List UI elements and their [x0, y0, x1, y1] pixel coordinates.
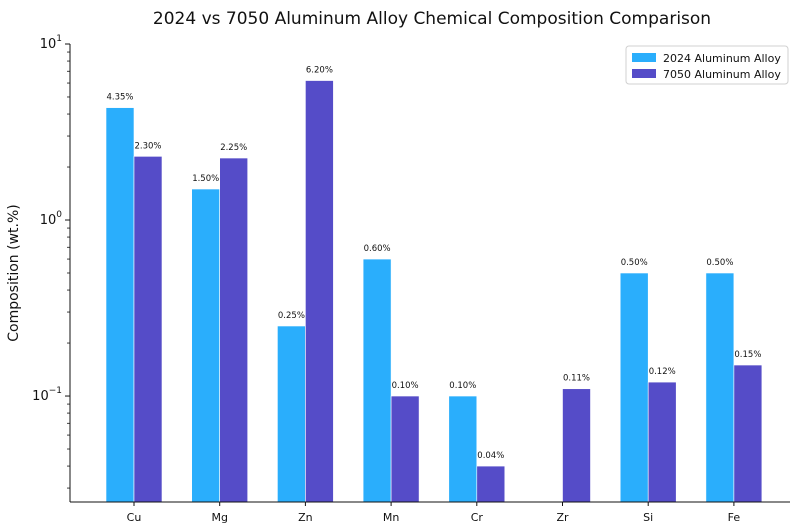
bar-7050-zr — [562, 388, 591, 503]
legend-label-2024: 2024 Aluminum Alloy — [663, 52, 781, 65]
bar-7050-zn — [305, 80, 334, 503]
bar-7050-fe — [733, 364, 763, 503]
data-label-7050-cr: 0.04% — [477, 451, 504, 461]
y-tick-label: 101 — [40, 34, 62, 52]
legend: 2024 Aluminum Alloy 7050 Aluminum Alloy — [625, 45, 789, 85]
x-tick-label-fe: Fe — [728, 511, 741, 524]
y-tick-label: 10−1 — [32, 386, 62, 404]
x-tick-label-cr: Cr — [471, 511, 484, 524]
y-tick-label: 100 — [40, 210, 63, 228]
data-label-2024-zn: 0.25% — [278, 311, 305, 321]
chart-title: 2024 vs 7050 Aluminum Alloy Chemical Com… — [153, 9, 711, 29]
bar-2024-zn — [277, 325, 306, 503]
x-tick-label-mg: Mg — [211, 511, 227, 524]
x-tick-label-si: Si — [643, 511, 653, 524]
y-axis-label: Composition (wt.%) — [6, 204, 22, 342]
bar-7050-mg — [219, 157, 248, 503]
bar-2024-mn — [362, 258, 392, 503]
legend-swatch-2024 — [632, 53, 656, 62]
bar-2024-fe — [705, 272, 735, 503]
data-labels-layer: 4.35% 2.30% 1.50% 2.25% 0.25% 6.20% 0.60% 0.10%… — [106, 66, 761, 462]
data-label-7050-mg: 2.25% — [220, 143, 247, 153]
bar-2024-cr — [448, 395, 478, 503]
data-label-7050-fe: 0.15% — [734, 350, 761, 360]
data-label-2024-mn: 0.60% — [364, 244, 391, 254]
bar-2024-mg — [191, 188, 220, 503]
data-label-2024-cr: 0.10% — [449, 381, 476, 391]
bar-2024-cu — [105, 107, 135, 503]
x-tick-label-zn: Zn — [298, 511, 313, 524]
bar-7050-cr — [476, 465, 506, 503]
legend-box — [625, 45, 789, 85]
data-label-2024-cu: 4.35% — [106, 93, 133, 103]
data-label-2024-fe: 0.50% — [706, 258, 733, 268]
data-label-7050-zr: 0.11% — [563, 374, 590, 384]
x-tick-label-zr: Zr — [556, 511, 569, 524]
bars-layer — [105, 80, 763, 503]
data-label-7050-cu: 2.30% — [134, 141, 161, 151]
bar-7050-cu — [133, 156, 163, 503]
legend-swatch-7050 — [632, 69, 656, 78]
data-label-2024-si: 0.50% — [621, 258, 648, 268]
bar-7050-mn — [390, 395, 420, 503]
x-tick-label-cu: Cu — [127, 511, 142, 524]
data-label-2024-mg: 1.50% — [192, 174, 219, 184]
bar-7050-si — [647, 381, 677, 503]
data-label-7050-zn: 6.20% — [306, 66, 333, 76]
data-label-7050-si: 0.12% — [649, 367, 676, 377]
x-tick-label-mn: Mn — [383, 511, 399, 524]
legend-label-7050: 7050 Aluminum Alloy — [663, 68, 781, 81]
bar-2024-si — [619, 272, 649, 503]
axes-layer: Cu Mg Zn Mn Cr Zr Si Fe 101 100 10−1 — [32, 34, 790, 524]
data-label-7050-mn: 0.10% — [392, 381, 419, 391]
